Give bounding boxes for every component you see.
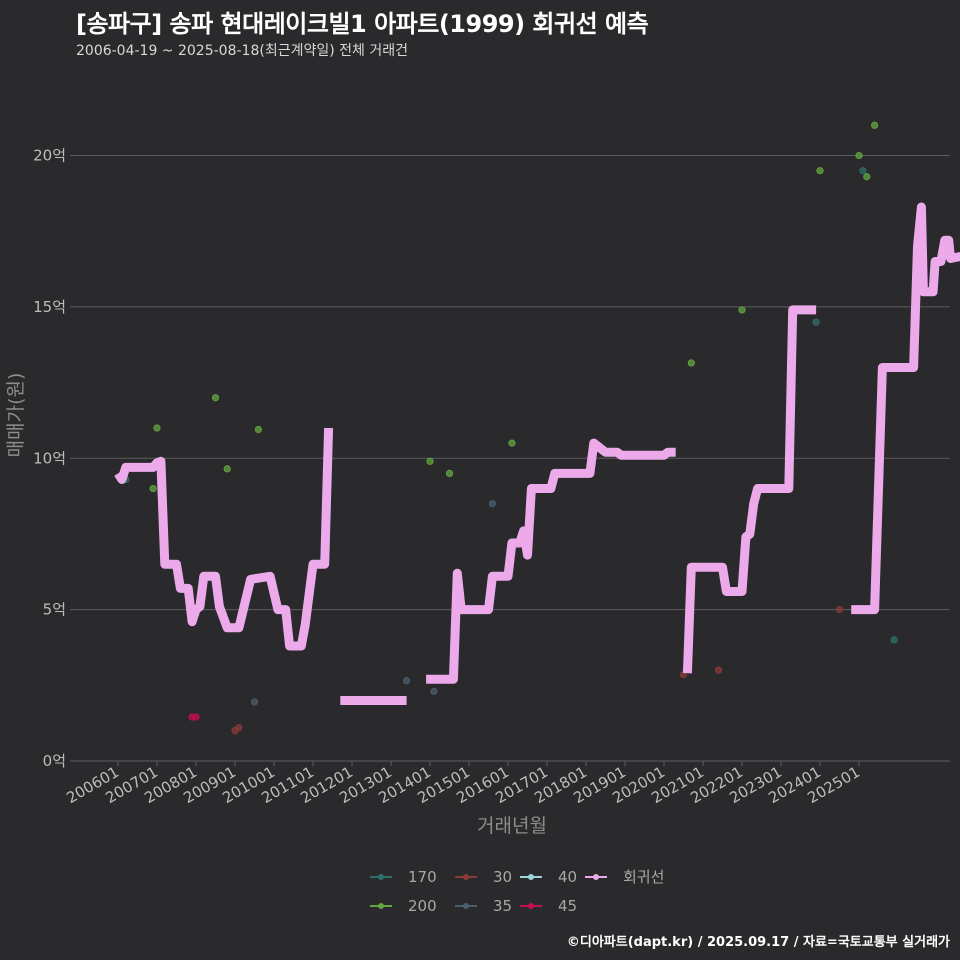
y-axis-title: 매매가(원) — [5, 373, 27, 458]
y-axis-ticks: 0억 5억 10억 15억 20억 — [33, 147, 66, 770]
regression-segment — [851, 202, 960, 615]
legend-label: 200 — [408, 897, 437, 915]
scatter-points — [122, 121, 898, 735]
point-35 — [402, 677, 411, 685]
point-200 — [153, 424, 161, 432]
point-200 — [687, 359, 695, 367]
legend-swatch-dot — [378, 874, 384, 880]
point-30 — [714, 666, 723, 674]
point-200 — [816, 167, 824, 175]
y-tick-label: 10억 — [33, 449, 66, 467]
legend-label: 35 — [493, 897, 512, 915]
grid-lines — [70, 155, 950, 762]
y-tick-label: 0억 — [43, 752, 66, 770]
y-tick-label: 15억 — [33, 298, 66, 316]
legend-label: 170 — [408, 868, 437, 886]
legend-label: 회귀선 — [623, 868, 664, 886]
legend-swatch-dot — [528, 874, 534, 880]
x-axis-ticks: 2006012007012008012009012010012011012012… — [63, 761, 863, 807]
point-30 — [835, 606, 844, 614]
legend-swatch-dot — [463, 903, 469, 909]
point-200 — [738, 306, 746, 314]
point-200 — [870, 121, 879, 129]
point-35 — [430, 687, 438, 695]
legend: 170 200 30 35 40 45 회귀선 — [370, 868, 664, 915]
point-200 — [863, 173, 871, 181]
regression-segment — [114, 427, 334, 651]
point-200 — [223, 465, 231, 473]
legend-label: 30 — [493, 868, 512, 886]
legend-swatch-dot — [593, 874, 599, 880]
regression-segment — [426, 438, 676, 684]
chart-subtitle: 2006-04-19 ~ 2025-08-18(최근계약일) 전체 거래건 — [76, 43, 408, 59]
legend-label: 40 — [558, 868, 577, 886]
point-35 — [488, 500, 496, 508]
y-tick-label: 5억 — [43, 601, 66, 619]
legend-swatch-dot — [528, 903, 534, 909]
point-200 — [254, 425, 262, 434]
point-170 — [859, 167, 867, 175]
legend-swatch-dot — [463, 874, 469, 880]
point-200 — [445, 469, 454, 478]
regression-line — [114, 202, 960, 705]
credit-footer: ©디아파트(dapt.kr) / 2025.09.17 / 자료=국토교통부 실… — [566, 935, 950, 950]
point-45 — [192, 713, 200, 721]
point-200 — [211, 394, 220, 402]
regression-segment — [682, 305, 817, 674]
point-200 — [855, 151, 863, 160]
chart-title: [송파구] 송파 현대레이크빌1 아파트(1999) 회귀선 예측 — [76, 10, 649, 38]
point-200 — [149, 484, 157, 493]
y-tick-label: 20억 — [33, 147, 66, 165]
point-35 — [250, 698, 259, 706]
point-200 — [426, 457, 434, 465]
point-170 — [890, 636, 898, 644]
legend-label: 45 — [558, 897, 577, 915]
point-170 — [812, 318, 820, 326]
legend-swatch-dot — [378, 903, 384, 909]
point-30 — [235, 724, 243, 732]
x-axis-title: 거래년월 — [477, 815, 547, 837]
point-200 — [508, 439, 516, 447]
